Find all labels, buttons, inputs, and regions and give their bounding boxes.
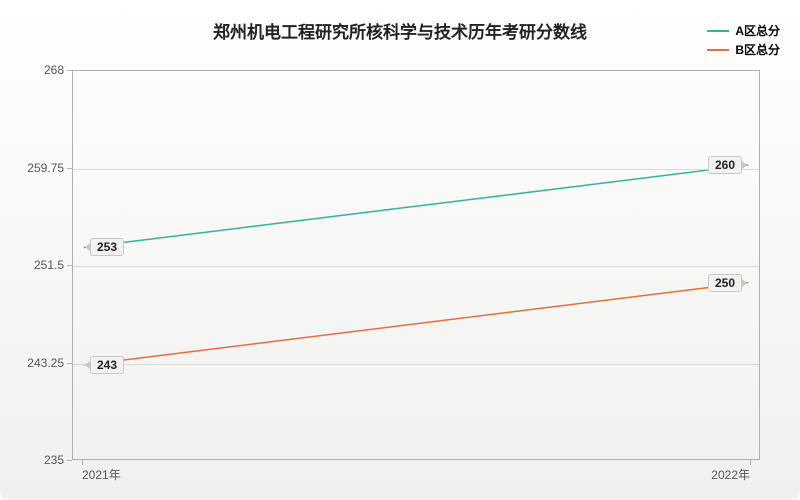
data-point-label: 250 bbox=[708, 274, 742, 292]
x-tick bbox=[82, 460, 83, 465]
x-tick bbox=[750, 460, 751, 465]
grid-line bbox=[73, 364, 759, 365]
y-tick bbox=[67, 265, 72, 266]
grid-line bbox=[73, 169, 759, 170]
grid-line bbox=[73, 266, 759, 267]
data-point-label: 260 bbox=[708, 156, 742, 174]
series-line bbox=[84, 283, 749, 365]
y-axis-label: 268 bbox=[44, 63, 64, 77]
legend-label-a: A区总分 bbox=[735, 22, 780, 39]
x-axis-label: 2022年 bbox=[711, 466, 750, 483]
legend-label-b: B区总分 bbox=[735, 41, 780, 58]
y-tick bbox=[67, 70, 72, 71]
series-line bbox=[84, 165, 749, 247]
y-axis-label: 235 bbox=[44, 453, 64, 467]
plot-area bbox=[72, 70, 760, 460]
legend-item-a: A区总分 bbox=[707, 22, 780, 39]
y-axis-label: 259.75 bbox=[27, 161, 64, 175]
data-point-label: 243 bbox=[90, 356, 124, 374]
y-tick bbox=[67, 168, 72, 169]
y-axis-label: 251.5 bbox=[34, 258, 64, 272]
legend-swatch-a bbox=[707, 30, 729, 32]
y-tick bbox=[67, 363, 72, 364]
legend-item-b: B区总分 bbox=[707, 41, 780, 58]
y-axis-label: 243.25 bbox=[27, 356, 64, 370]
data-point-label: 253 bbox=[90, 238, 124, 256]
chart-svg bbox=[73, 71, 759, 459]
y-tick bbox=[67, 460, 72, 461]
chart-title: 郑州机电工程研究所核科学与技术历年考研分数线 bbox=[0, 18, 800, 43]
x-axis-label: 2021年 bbox=[82, 466, 121, 483]
legend: A区总分 B区总分 bbox=[707, 22, 780, 60]
line-chart: 郑州机电工程研究所核科学与技术历年考研分数线 A区总分 B区总分 235 243.… bbox=[0, 0, 800, 500]
legend-swatch-b bbox=[707, 49, 729, 51]
